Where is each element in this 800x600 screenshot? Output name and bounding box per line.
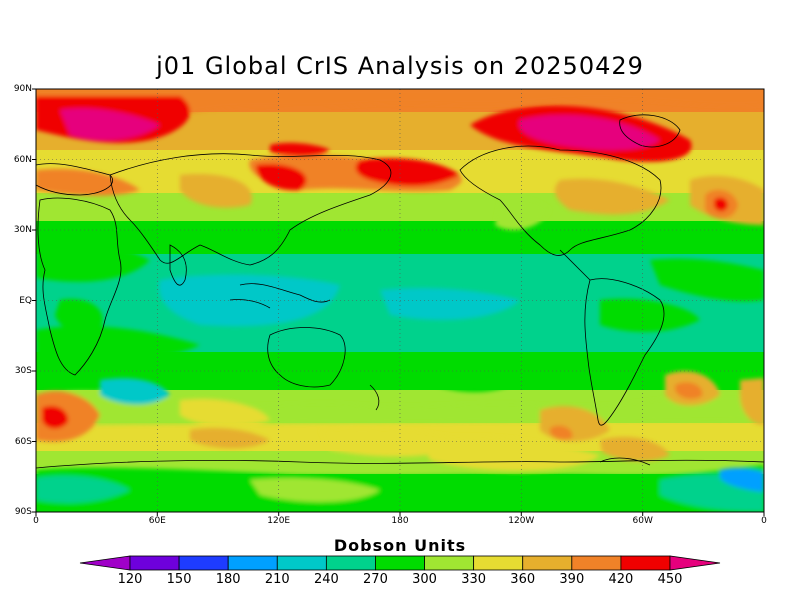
lon-label-60e: 60E — [148, 516, 166, 526]
lat-label-60n: 60N — [13, 154, 32, 165]
lat-label-90s: 90S — [14, 507, 32, 517]
lon-label-180: 180 — [391, 516, 409, 526]
colorbar-swatch — [424, 555, 475, 571]
colorbar-swatch — [325, 555, 376, 571]
colorbar-tick-label: 240 — [313, 572, 339, 587]
colorbar-swatch — [276, 555, 327, 571]
colorbar-tick-label: 270 — [363, 572, 388, 587]
lon-label-60w: 60W — [632, 516, 653, 526]
axis-ticks — [32, 88, 765, 516]
lon-label-120e: 120E — [267, 516, 291, 526]
map-title: j01 Global CrIS Analysis on 20250429 — [156, 52, 644, 80]
colorbar-tick-label: 390 — [559, 572, 585, 587]
colorbar-title: Dobson Units — [333, 536, 467, 555]
colorbar-tick-label: 420 — [608, 572, 634, 587]
colorbar-left-arrow — [79, 555, 131, 571]
colorbar-swatch — [522, 555, 573, 571]
colorbar-swatch — [129, 555, 180, 571]
lat-label-90n: 90N — [13, 84, 32, 94]
ozone-field — [36, 89, 764, 512]
colorbar-tick-label: 330 — [461, 572, 487, 587]
colorbar-tick-label: 210 — [264, 572, 290, 587]
colorbar-swatch — [473, 555, 524, 571]
colorbar-tick-label: 150 — [166, 572, 192, 587]
colorbar-tick-label: 360 — [510, 572, 536, 587]
lat-label-60s: 60S — [14, 436, 32, 447]
lon-label-0-right: 0 — [761, 516, 767, 526]
colorbar-swatch — [178, 555, 229, 571]
colorbar-tick-label: 180 — [215, 572, 241, 587]
colorbar-swatch — [227, 555, 278, 571]
colorbar-swatch — [375, 555, 425, 571]
colorbar-tick-label: 120 — [117, 572, 143, 587]
coastlines — [36, 114, 764, 469]
gridlines — [36, 89, 764, 512]
lat-label-30s: 30S — [14, 366, 32, 376]
colorbar-right-arrow — [669, 555, 721, 571]
lat-label-30n: 30N — [13, 225, 32, 235]
lon-label-120w: 120W — [508, 516, 535, 526]
colorbar-tick-label: 300 — [412, 572, 437, 587]
lat-label-eq: EQ — [19, 295, 32, 306]
colorbar-tick-label: 450 — [657, 572, 683, 587]
lon-label-0-left: 0 — [33, 516, 39, 526]
colorbar-swatch — [571, 555, 622, 571]
colorbar-swatch — [620, 555, 671, 571]
